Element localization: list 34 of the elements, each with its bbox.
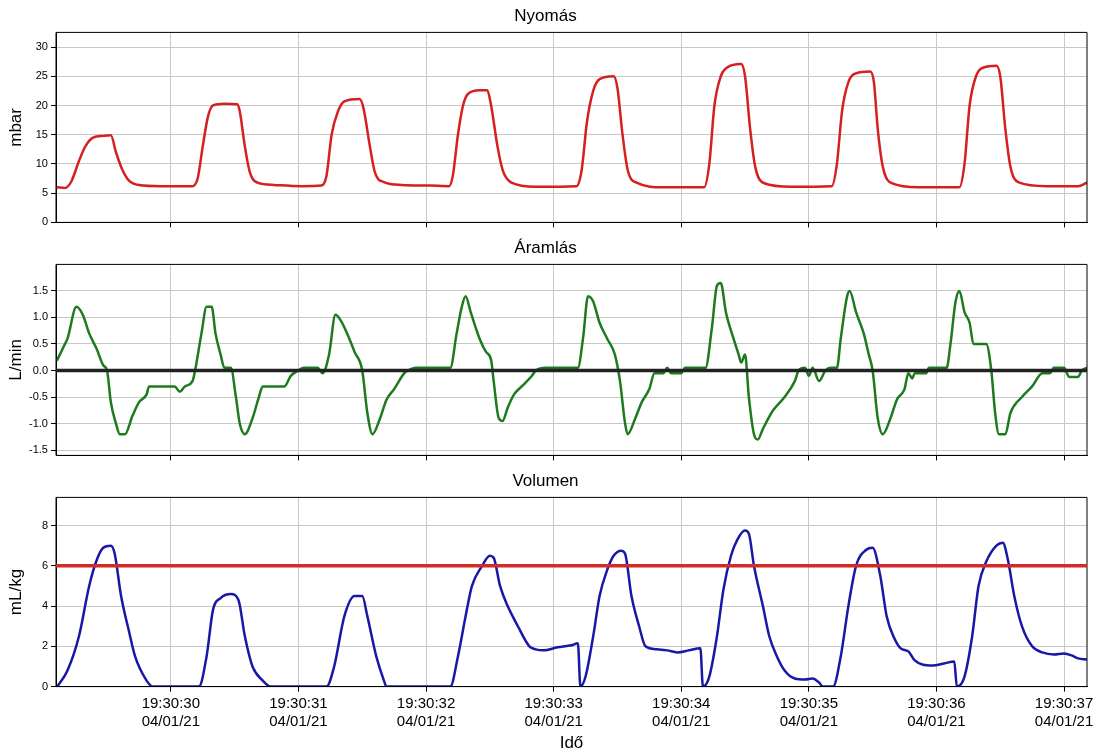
x-tick-label: 19:30:30 04/01/21 xyxy=(141,693,201,729)
y-tick-label: 30 xyxy=(35,40,48,53)
y-tick-label: 20 xyxy=(35,98,48,111)
y-tick-label: -1.5 xyxy=(29,443,48,456)
y-tick-label: -0.5 xyxy=(29,390,48,403)
x-tick-label: 19:30:36 04/01/21 xyxy=(907,693,966,729)
y-tick-label: 0 xyxy=(41,679,48,692)
x-axis-title: Idő xyxy=(559,733,584,753)
y-tick-label: 0.0 xyxy=(32,363,48,376)
y-tick-label: 6 xyxy=(41,558,48,571)
x-tick-label: 19:30:32 04/01/21 xyxy=(396,693,456,729)
y-tick-label: 0 xyxy=(41,215,48,228)
y-axis-title: L/min xyxy=(5,339,25,381)
chart-title: Áramlás xyxy=(514,237,577,257)
y-tick-label: 25 xyxy=(35,69,48,82)
y-tick-label: 1.5 xyxy=(32,283,48,296)
x-tick-label: 19:30:37 04/01/21 xyxy=(1034,693,1094,729)
x-tick-label: 19:30:34 04/01/21 xyxy=(652,693,711,729)
y-tick-label: 5 xyxy=(41,186,48,199)
y-axis-title: mbar xyxy=(5,107,25,147)
y-tick-label: 1.0 xyxy=(32,310,48,323)
y-tick-label: 8 xyxy=(41,518,48,531)
y-tick-label: 15 xyxy=(35,127,48,140)
y-tick-label: 10 xyxy=(35,156,48,169)
chart-title: Nyomás xyxy=(514,5,577,25)
y-tick-label: 0.5 xyxy=(32,337,48,350)
y-tick-label: 4 xyxy=(41,599,48,612)
y-tick-label: 2 xyxy=(41,639,48,652)
y-axis-title: mL/kg xyxy=(5,568,25,616)
x-tick-label: 19:30:31 04/01/21 xyxy=(269,693,328,729)
chart-title: Volumen xyxy=(512,470,579,490)
x-tick-label: 19:30:33 04/01/21 xyxy=(524,693,583,729)
x-tick-label: 19:30:35 04/01/21 xyxy=(779,693,839,729)
y-tick-label: -1.0 xyxy=(29,416,48,429)
